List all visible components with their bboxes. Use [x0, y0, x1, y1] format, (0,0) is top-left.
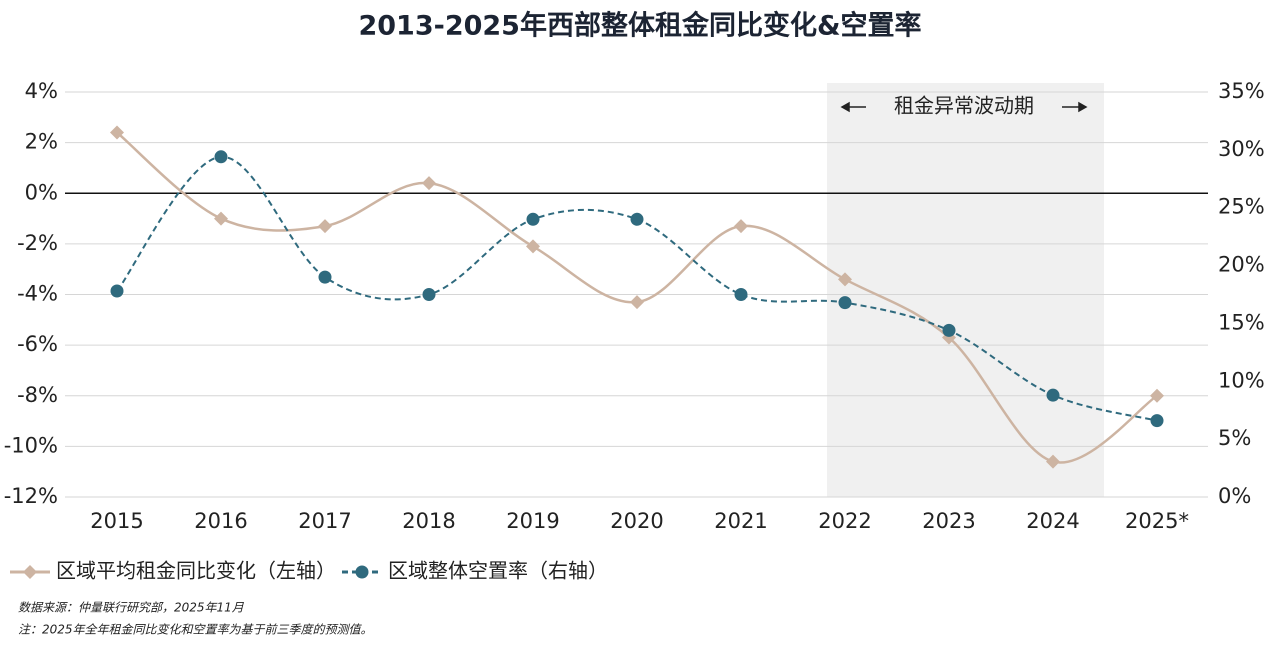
- x-tick-label: 2021: [714, 509, 767, 533]
- series-line: [116, 131, 1158, 464]
- data-point: [1046, 388, 1060, 402]
- y-tick-label: -6%: [17, 332, 58, 356]
- x-tick-label: 2018: [402, 509, 455, 533]
- x-tick-label: 2020: [610, 509, 663, 533]
- data-point: [734, 288, 748, 301]
- data-point: [318, 219, 332, 234]
- x-tick-label: 2016: [194, 509, 247, 533]
- data-point: [318, 270, 332, 284]
- data-point: [526, 239, 540, 254]
- y-tick-label: -10%: [4, 433, 58, 457]
- x-tick-label: 2023: [922, 509, 975, 533]
- y-tick-label: -8%: [17, 383, 58, 407]
- data-point: [422, 288, 436, 301]
- legend-marker: [23, 565, 37, 579]
- data-point: [422, 176, 436, 191]
- legend-label: 区域整体空置率（右轴）: [388, 559, 608, 583]
- legend-label: 区域平均租金同比变化（左轴）: [56, 559, 336, 583]
- data-point: [1150, 388, 1164, 403]
- note: 注：2025年全年租金同比变化和空置率为基于前三季度的预测值。: [18, 623, 373, 637]
- source: 数据来源：仲量联行研究部，2025年11月: [18, 601, 245, 615]
- annotation: 租金异常波动期: [894, 94, 1034, 118]
- data-point: [1046, 454, 1060, 469]
- data-point: [1150, 414, 1164, 428]
- data-point: [630, 295, 644, 310]
- highlight-band: [827, 83, 1104, 497]
- data-point: [942, 323, 956, 337]
- x-tick-label: 2017: [298, 509, 351, 533]
- y2-tick-label: 10%: [1218, 368, 1265, 392]
- y2-tick-label: 25%: [1218, 195, 1265, 219]
- annotation-arrows: [840, 101, 1088, 113]
- data-point: [838, 272, 852, 287]
- y-tick-label: 0%: [25, 180, 58, 204]
- x-tick-label: 2025*: [1125, 509, 1189, 533]
- x-tick-label: 2022: [818, 509, 871, 533]
- y-tick-label: 4%: [25, 79, 58, 103]
- y2-tick-label: 35%: [1218, 79, 1265, 103]
- chart-title: 2013-2025年西部整体租金同比变化&空置率: [358, 10, 921, 42]
- grid: [65, 91, 1208, 498]
- data-point: [110, 125, 124, 140]
- x-tick-label: 2015: [90, 509, 143, 533]
- y2-tick-label: 20%: [1218, 253, 1265, 277]
- data-point: [630, 212, 644, 226]
- y-tick-label: -2%: [17, 231, 58, 255]
- y-tick-label: -12%: [4, 484, 58, 508]
- y-tick-label: -4%: [17, 282, 58, 306]
- y2-tick-label: 30%: [1218, 137, 1265, 161]
- x-tick-label: 2019: [506, 509, 559, 533]
- y2-tick-label: 0%: [1218, 484, 1251, 508]
- y2-tick-label: 15%: [1218, 310, 1265, 334]
- x-tick-label: 2024: [1026, 509, 1079, 533]
- data-point: [214, 211, 228, 226]
- data-point: [734, 219, 748, 234]
- y-tick-label: 2%: [25, 130, 58, 154]
- data-point: [526, 212, 540, 226]
- data-point: [110, 284, 124, 298]
- data-point: [214, 150, 228, 164]
- y2-tick-label: 5%: [1218, 426, 1251, 450]
- legend-marker: [355, 565, 369, 579]
- series-line: [116, 155, 1158, 422]
- data-point: [838, 296, 852, 310]
